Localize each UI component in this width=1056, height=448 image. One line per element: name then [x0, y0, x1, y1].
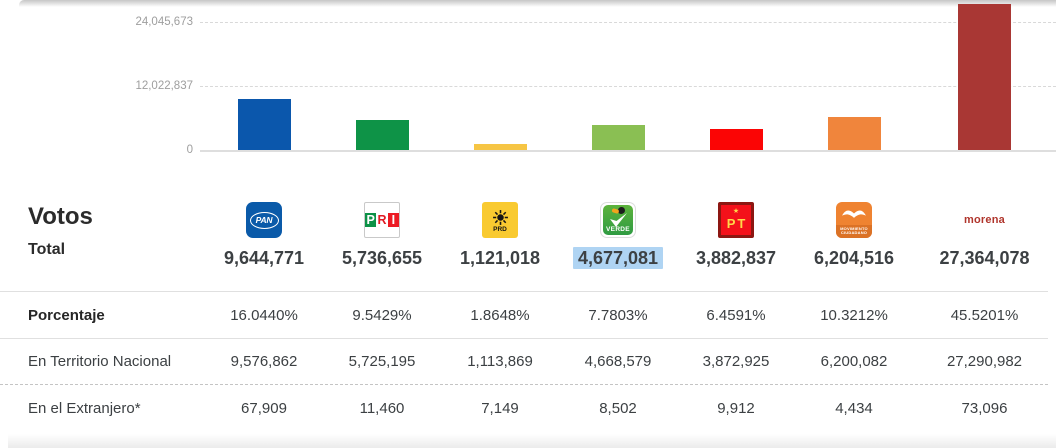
nac-mc: 6,200,082	[820, 353, 888, 370]
total-morena: 27,364,078	[939, 248, 1030, 268]
bar-morena[interactable]	[958, 4, 1011, 150]
pri-logo-icon: P R I	[364, 202, 400, 238]
mc-logo-icon: MOVIMIENTO CIUDADANO	[836, 202, 872, 238]
pan-logo-icon: PAN	[246, 202, 282, 238]
total-row-label: Total	[28, 241, 66, 258]
bars-row	[0, 0, 1056, 150]
prd-logo-text: PRD	[493, 225, 507, 233]
total-verde: 4,677,081	[572, 246, 664, 270]
ext-mc: 4,434	[835, 400, 873, 417]
y-axis-spacer	[0, 0, 205, 150]
selected-total-highlight[interactable]: 4,677,081	[572, 247, 664, 269]
pct-pan: 16.0440%	[230, 306, 298, 324]
verde-logo-icon: VERDE	[600, 202, 636, 238]
row-porcentaje: Porcentaje 16.0440% 9.5429% 1.8648% 7.78…	[0, 292, 1048, 339]
row-label-territorio: En Territorio Nacional	[28, 353, 172, 370]
bottom-card-shadow	[8, 434, 1056, 448]
total-pan: 9,644,771	[223, 248, 305, 268]
total-pri: 5,736,655	[341, 248, 423, 268]
column-verde: VERDE 4,677,081	[559, 202, 677, 270]
table-title: Votos	[28, 203, 93, 230]
bar-mc[interactable]	[827, 117, 881, 150]
row-label-extranjero: En el Extranjero*	[28, 400, 141, 417]
column-pri: P R I 5,736,655	[323, 202, 441, 270]
bar-prd[interactable]	[473, 144, 527, 150]
pan-logo-text: PAN	[255, 215, 273, 225]
toucan-icon	[611, 207, 625, 214]
gridline-12022837	[200, 86, 1056, 87]
eagle-icon	[842, 210, 866, 218]
column-pt: ★ PT 3,882,837	[677, 202, 795, 270]
votes-table: Votos Total PAN 9,644,771 P R I 5,736,65…	[0, 160, 1048, 432]
nac-morena: 27,290,982	[946, 353, 1023, 370]
nac-pt: 3,872,925	[702, 353, 770, 370]
star-icon: ★	[732, 208, 740, 215]
x-axis-baseline	[200, 150, 1056, 152]
total-mc: 6,204,516	[813, 248, 895, 268]
row-territorio-nacional: En Territorio Nacional 9,576,862 5,725,1…	[0, 339, 1048, 385]
sun-icon	[492, 209, 508, 225]
leaf-check-icon	[610, 213, 627, 227]
pct-pri: 9.5429%	[352, 306, 412, 324]
column-pan: PAN 9,644,771	[205, 202, 323, 270]
verde-logo-text: VERDE	[606, 226, 630, 233]
bar-pri[interactable]	[355, 119, 409, 150]
ext-pan: 67,909	[241, 400, 287, 417]
ext-verde: 8,502	[599, 400, 637, 417]
ext-morena: 73,096	[961, 400, 1008, 417]
pct-pt: 6.4591%	[706, 306, 766, 324]
ext-prd: 7,149	[481, 400, 519, 417]
ext-pt: 9,912	[717, 400, 755, 417]
total-pt: 3,882,837	[695, 248, 777, 268]
pt-logo-text: PT	[726, 215, 748, 231]
bar-pt[interactable]	[709, 129, 763, 150]
column-mc: MOVIMIENTO CIUDADANO 6,204,516	[795, 202, 913, 270]
nac-prd: 1,113,869	[467, 353, 533, 370]
column-prd: PRD 1,121,018	[441, 202, 559, 270]
top-card-shadow	[19, 0, 1056, 7]
pct-prd: 1.8648%	[470, 306, 530, 324]
totals-row: Votos Total PAN 9,644,771 P R I 5,736,65…	[0, 160, 1048, 292]
y-tick-0: 0	[186, 144, 193, 156]
mc-logo-text-line1: MOVIMIENTO	[840, 225, 868, 231]
mc-logo-text-line2: CIUDADANO	[840, 230, 868, 235]
total-prd: 1,121,018	[459, 248, 541, 268]
nac-pri: 5,725,195	[348, 353, 416, 370]
bar-verde[interactable]	[591, 125, 645, 150]
morena-logo-text: morena	[964, 214, 1005, 226]
gridline-24045673	[200, 22, 1056, 23]
column-morena: morena 27,364,078	[913, 202, 1056, 270]
y-tick-12022837: 12,022,837	[135, 80, 193, 92]
pct-verde: 7.7803%	[588, 306, 648, 324]
prd-logo-icon: PRD	[482, 202, 518, 238]
pt-logo-icon: ★ PT	[718, 202, 754, 238]
votes-bar-chart: 24,045,673 12,022,837 0	[0, 0, 1056, 160]
row-label-porcentaje: Porcentaje	[28, 306, 105, 324]
row-extranjero: En el Extranjero* 67,909 11,460 7,149 8,…	[0, 385, 1048, 432]
ext-pri: 11,460	[359, 400, 405, 417]
y-tick-24045673: 24,045,673	[135, 16, 193, 28]
pct-morena: 45.5201%	[950, 306, 1019, 324]
morena-logo-icon: morena	[964, 202, 1005, 238]
nac-pan: 9,576,862	[230, 353, 298, 370]
bar-pan[interactable]	[237, 98, 291, 150]
nac-verde: 4,668,579	[584, 353, 652, 370]
pct-mc: 10.3212%	[820, 306, 888, 324]
